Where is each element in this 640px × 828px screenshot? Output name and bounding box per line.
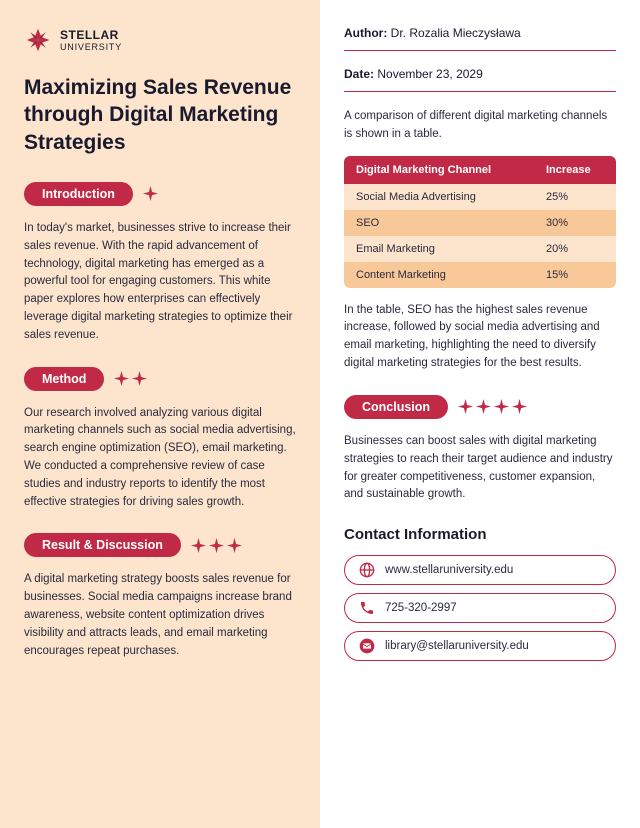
page-title: Maximizing Sales Revenue through Digital… <box>24 74 296 156</box>
section-header-intro: Introduction <box>24 182 296 206</box>
sparkle-icon <box>494 399 509 414</box>
result-text: A digital marketing strategy boosts sale… <box>24 571 296 660</box>
conclusion-text: Businesses can boost sales with digital … <box>344 433 616 504</box>
sparkle-icon <box>191 538 206 553</box>
contact-website[interactable]: www.stellaruniversity.edu <box>344 555 616 585</box>
section-header-conclusion: Conclusion <box>344 395 616 419</box>
intro-text: In today's market, businesses strive to … <box>24 220 296 345</box>
col-increase: Increase <box>534 156 616 184</box>
sparkle-icon <box>114 371 129 386</box>
divider <box>344 50 616 51</box>
phone-icon <box>359 600 375 616</box>
author-row: Author: Dr. Rozalia Mieczysława <box>344 26 616 40</box>
table-row: Social Media Advertising25% <box>344 184 616 210</box>
mail-icon <box>359 638 375 654</box>
method-text: Our research involved analyzing various … <box>24 405 296 512</box>
divider <box>344 91 616 92</box>
sparkles-result <box>191 538 242 553</box>
sparkle-icon <box>209 538 224 553</box>
table-intro: A comparison of different digital market… <box>344 108 616 144</box>
author-label: Author: <box>344 26 387 40</box>
pill-conclusion: Conclusion <box>344 395 448 419</box>
sparkle-icon <box>512 399 527 414</box>
contact-email[interactable]: library@stellaruniversity.edu <box>344 631 616 661</box>
table-row: Email Marketing20% <box>344 236 616 262</box>
date-label: Date: <box>344 67 374 81</box>
section-header-method: Method <box>24 367 296 391</box>
contact-title: Contact Information <box>344 526 616 543</box>
date-row: Date: November 23, 2029 <box>344 67 616 81</box>
table-row: Content Marketing15% <box>344 262 616 288</box>
contact-email-text: library@stellaruniversity.edu <box>385 640 529 652</box>
brand-main: STELLAR <box>60 29 122 41</box>
globe-icon <box>359 562 375 578</box>
contact-website-text: www.stellaruniversity.edu <box>385 564 513 576</box>
logo-star-icon <box>24 26 52 54</box>
sparkles-intro <box>143 186 158 201</box>
date-value: November 23, 2029 <box>377 67 482 81</box>
sparkle-icon <box>143 186 158 201</box>
brand-logo: STELLAR UNIVERSITY <box>24 26 296 54</box>
pill-method: Method <box>24 367 104 391</box>
brand-sub: UNIVERSITY <box>60 43 122 52</box>
sparkle-icon <box>476 399 491 414</box>
col-channel: Digital Marketing Channel <box>344 156 534 184</box>
author-value: Dr. Rozalia Mieczysława <box>391 26 521 40</box>
channels-table: Digital Marketing Channel Increase Socia… <box>344 156 616 288</box>
sparkle-icon <box>227 538 242 553</box>
table-row: SEO30% <box>344 210 616 236</box>
sparkles-method <box>114 371 147 386</box>
table-followup: In the table, SEO has the highest sales … <box>344 302 616 373</box>
sparkles-conclusion <box>458 399 527 414</box>
pill-intro: Introduction <box>24 182 133 206</box>
contact-phone[interactable]: 725-320-2997 <box>344 593 616 623</box>
contact-phone-text: 725-320-2997 <box>385 602 457 614</box>
section-header-result: Result & Discussion <box>24 533 296 557</box>
pill-result: Result & Discussion <box>24 533 181 557</box>
sparkle-icon <box>458 399 473 414</box>
sparkle-icon <box>132 371 147 386</box>
